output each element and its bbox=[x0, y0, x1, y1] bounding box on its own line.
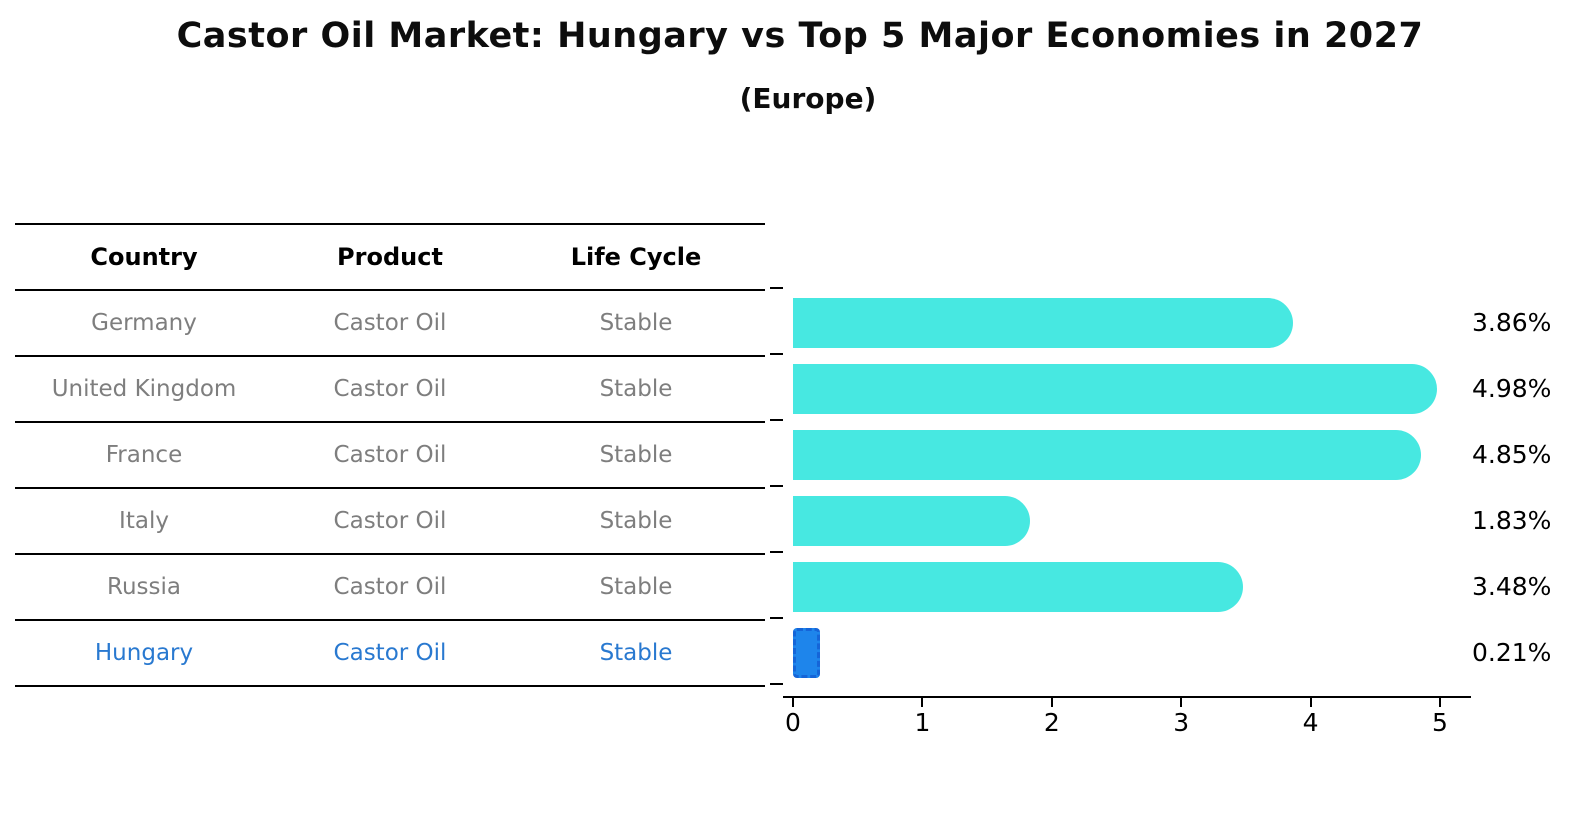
cell-country: United Kingdom bbox=[51, 376, 237, 402]
y-axis-tick bbox=[770, 683, 783, 685]
x-tick-label: 4 bbox=[1302, 708, 1319, 737]
x-tick-label: 5 bbox=[1432, 708, 1448, 737]
x-tick-label: 3 bbox=[1173, 708, 1190, 737]
y-axis-tick bbox=[770, 353, 783, 355]
x-axis-tick bbox=[792, 698, 794, 707]
y-axis-tick bbox=[770, 485, 783, 487]
table-header-row: Country Product Life Cycle bbox=[15, 225, 765, 291]
cell-product: Castor Oil bbox=[333, 442, 447, 468]
value-label-russia: 3.48% bbox=[1472, 572, 1552, 601]
chart-subtitle: (Europe) bbox=[739, 82, 877, 115]
cell-country: Hungary bbox=[94, 640, 194, 666]
bar-italy bbox=[793, 496, 1030, 546]
value-label-germany: 3.86% bbox=[1472, 308, 1552, 337]
cell-life-cycle: Stable bbox=[599, 574, 673, 600]
column-header-life-cycle: Life Cycle bbox=[570, 243, 702, 271]
table-row-france: France Castor Oil Stable bbox=[15, 423, 765, 489]
value-label-france: 4.85% bbox=[1472, 440, 1552, 469]
y-axis-tick bbox=[770, 419, 783, 421]
x-axis-tick bbox=[1050, 698, 1053, 707]
cell-life-cycle: Stable bbox=[599, 508, 673, 534]
x-axis-tick bbox=[921, 698, 924, 707]
cell-country: France bbox=[105, 442, 183, 468]
cell-life-cycle: Stable bbox=[599, 376, 673, 402]
x-tick-label: 2 bbox=[1043, 708, 1060, 737]
bar-united-kingdom bbox=[793, 364, 1438, 414]
y-axis-tick bbox=[770, 287, 783, 289]
value-label-united-kingdom: 4.98% bbox=[1472, 374, 1552, 403]
cell-product: Castor Oil bbox=[333, 574, 447, 600]
table-row-germany: Germany Castor Oil Stable bbox=[15, 291, 765, 357]
y-axis-tick bbox=[770, 551, 783, 553]
cell-product: Castor Oil bbox=[333, 640, 447, 666]
cell-life-cycle: Stable bbox=[599, 640, 673, 666]
bar-russia bbox=[793, 562, 1244, 612]
value-label-hungary: 0.21% bbox=[1472, 638, 1552, 667]
cell-product: Castor Oil bbox=[333, 508, 447, 534]
column-header-country: Country bbox=[90, 243, 198, 271]
cell-life-cycle: Stable bbox=[599, 310, 673, 336]
chart-title: Castor Oil Market: Hungary vs Top 5 Majo… bbox=[176, 16, 1424, 56]
table-row-russia: Russia Castor Oil Stable bbox=[15, 555, 765, 621]
cell-life-cycle: Stable bbox=[599, 442, 673, 468]
table-row-united-kingdom: United Kingdom Castor Oil Stable bbox=[15, 357, 765, 423]
cell-country: Italy bbox=[119, 508, 169, 534]
x-axis-tick bbox=[1309, 698, 1312, 707]
y-axis-tick bbox=[770, 617, 783, 619]
x-tick-label: 0 bbox=[785, 708, 801, 737]
country-table: Country Product Life Cycle Germany Casto… bbox=[15, 223, 765, 687]
bar-france bbox=[793, 430, 1421, 480]
cell-country: Russia bbox=[107, 574, 181, 600]
x-axis-tick bbox=[1439, 698, 1441, 707]
x-axis-line bbox=[783, 696, 1471, 698]
x-axis-tick bbox=[1180, 698, 1183, 707]
bar-germany bbox=[793, 298, 1293, 348]
cell-product: Castor Oil bbox=[333, 310, 447, 336]
table-row-italy: Italy Castor Oil Stable bbox=[15, 489, 765, 555]
value-label-italy: 1.83% bbox=[1472, 506, 1552, 535]
bar-hungary bbox=[793, 628, 821, 678]
column-header-product: Product bbox=[337, 243, 443, 271]
x-tick-label: 1 bbox=[914, 708, 931, 737]
cell-country: Germany bbox=[91, 310, 197, 336]
cell-product: Castor Oil bbox=[333, 376, 447, 402]
table-row-hungary: Hungary Castor Oil Stable bbox=[15, 621, 765, 687]
